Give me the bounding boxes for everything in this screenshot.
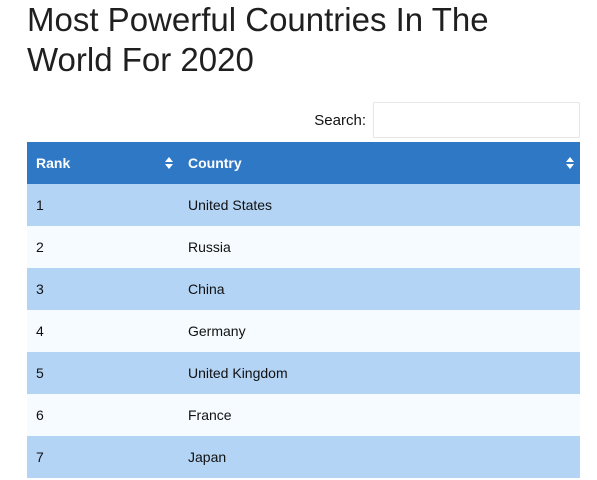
search-input[interactable] [373,102,580,138]
column-header-label: Rank [36,155,71,171]
sort-both-icon[interactable] [566,155,574,171]
table-row: 5 United Kingdom [27,352,580,394]
column-header-rank[interactable]: Rank [27,142,179,184]
table-row: 3 China [27,268,580,310]
rank-cell: 6 [27,394,179,436]
table-row: 1 United States [27,184,580,226]
rank-cell: 7 [27,436,179,478]
page-title: Most Powerful Countries In The World For… [27,1,489,78]
country-cell: China [179,268,580,310]
table-row: 6 France [27,394,580,436]
table-body: 1 United States 2 Russia 3 China 4 Germany 5 Unit… [27,184,580,478]
table-header-row: Rank Country [27,142,580,184]
rank-cell: 4 [27,310,179,352]
country-cell: Russia [179,226,580,268]
country-cell: Japan [179,436,580,478]
search-label: Search: [314,111,366,129]
country-cell: France [179,394,580,436]
sort-both-icon[interactable] [165,155,173,171]
country-cell: United States [179,184,580,226]
rank-cell: 5 [27,352,179,394]
rank-cell: 3 [27,268,179,310]
table-row: 7 Japan [27,436,580,478]
countries-table: Rank Country 1 United States 2 Russia 3 China… [27,142,580,478]
rank-cell: 1 [27,184,179,226]
search-bar: Search: [300,100,580,140]
country-cell: Germany [179,310,580,352]
table-row: 2 Russia [27,226,580,268]
table-row: 4 Germany [27,310,580,352]
country-cell: United Kingdom [179,352,580,394]
column-header-label: Country [188,155,242,171]
column-header-country[interactable]: Country [179,142,580,184]
rank-cell: 2 [27,226,179,268]
